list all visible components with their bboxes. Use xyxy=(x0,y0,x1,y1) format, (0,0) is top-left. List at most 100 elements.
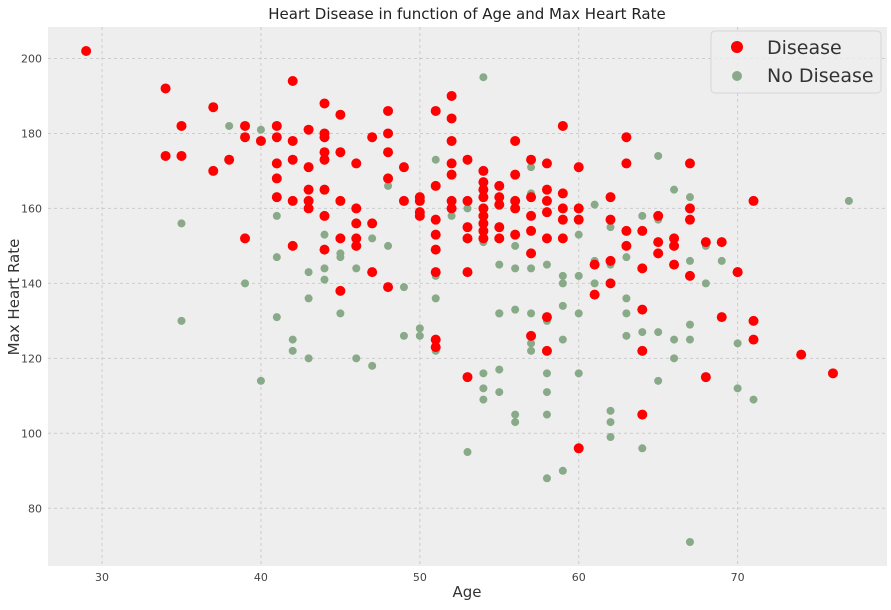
point-no-disease-104 xyxy=(685,193,694,202)
point-no-disease-15 xyxy=(320,264,329,273)
point-no-disease-87 xyxy=(606,418,615,427)
point-no-disease-113 xyxy=(733,339,742,348)
point-disease-146 xyxy=(700,237,711,248)
x-tick-label-40: 40 xyxy=(254,571,268,584)
point-disease-63 xyxy=(430,244,441,255)
legend-marker-disease xyxy=(731,41,743,53)
point-no-disease-28 xyxy=(399,283,408,292)
point-disease-140 xyxy=(669,240,680,251)
point-disease-126 xyxy=(605,278,616,289)
point-no-disease-68 xyxy=(542,388,551,397)
point-disease-5 xyxy=(208,102,219,113)
point-disease-105 xyxy=(541,158,552,169)
point-disease-50 xyxy=(383,147,394,158)
point-disease-19 xyxy=(287,154,298,165)
point-no-disease-51 xyxy=(495,365,504,374)
point-disease-111 xyxy=(541,345,552,356)
x-tick-label-30: 30 xyxy=(95,571,109,584)
point-disease-103 xyxy=(526,248,537,259)
point-disease-72 xyxy=(446,195,457,206)
point-disease-15 xyxy=(271,173,282,184)
x-tick-label-60: 60 xyxy=(572,571,586,584)
point-disease-119 xyxy=(573,214,584,225)
point-no-disease-73 xyxy=(558,279,567,288)
point-disease-123 xyxy=(605,192,616,203)
point-no-disease-29 xyxy=(399,331,408,340)
point-disease-100 xyxy=(526,192,537,203)
point-disease-2 xyxy=(160,150,171,161)
point-disease-22 xyxy=(303,124,314,135)
point-disease-108 xyxy=(541,207,552,218)
point-disease-97 xyxy=(510,203,521,214)
point-no-disease-94 xyxy=(638,328,647,337)
point-disease-48 xyxy=(383,105,394,116)
point-disease-62 xyxy=(430,229,441,240)
point-disease-142 xyxy=(684,158,695,169)
point-disease-113 xyxy=(557,188,568,199)
point-disease-91 xyxy=(494,199,505,210)
y-axis-ticks: 80 100 120 140 160 180 200 xyxy=(21,52,42,515)
point-disease-96 xyxy=(510,195,521,206)
point-disease-141 xyxy=(669,259,680,270)
point-no-disease-61 xyxy=(527,264,536,273)
point-no-disease-49 xyxy=(495,260,504,269)
point-no-disease-90 xyxy=(622,294,631,303)
x-axis-label: Age xyxy=(452,583,481,601)
y-tick-label-180: 180 xyxy=(21,127,42,140)
point-disease-42 xyxy=(351,218,362,229)
point-disease-152 xyxy=(748,195,759,206)
point-disease-60 xyxy=(430,180,441,191)
point-disease-11 xyxy=(255,135,266,146)
point-no-disease-11 xyxy=(304,268,313,277)
legend-marker-no-disease xyxy=(732,71,742,81)
point-disease-29 xyxy=(319,132,330,143)
point-disease-4 xyxy=(176,150,187,161)
point-no-disease-112 xyxy=(717,256,726,265)
point-disease-3 xyxy=(176,120,187,131)
point-disease-122 xyxy=(589,289,600,300)
point-no-disease-75 xyxy=(558,335,567,344)
point-no-disease-99 xyxy=(654,328,663,337)
plot-area xyxy=(48,27,887,566)
point-no-disease-33 xyxy=(431,155,440,164)
point-disease-37 xyxy=(335,195,346,206)
point-disease-66 xyxy=(430,342,441,353)
point-disease-129 xyxy=(621,225,632,236)
point-disease-147 xyxy=(700,372,711,383)
point-disease-54 xyxy=(398,195,409,206)
point-disease-25 xyxy=(303,195,314,206)
point-disease-21 xyxy=(287,240,298,251)
point-disease-134 xyxy=(637,345,648,356)
point-no-disease-30 xyxy=(415,324,424,333)
point-no-disease-35 xyxy=(431,294,440,303)
point-no-disease-65 xyxy=(542,260,551,269)
point-disease-98 xyxy=(510,229,521,240)
point-no-disease-1 xyxy=(177,316,186,325)
point-disease-84 xyxy=(478,203,489,214)
legend: Disease No Disease xyxy=(710,30,882,94)
point-no-disease-31 xyxy=(415,331,424,340)
y-tick-label-100: 100 xyxy=(21,427,42,440)
point-disease-9 xyxy=(240,132,251,143)
point-disease-106 xyxy=(541,184,552,195)
point-no-disease-88 xyxy=(606,433,615,442)
point-disease-41 xyxy=(351,203,362,214)
point-no-disease-91 xyxy=(622,309,631,318)
point-no-disease-102 xyxy=(670,335,679,344)
point-no-disease-26 xyxy=(384,181,393,190)
legend-label-disease: Disease xyxy=(767,37,842,59)
point-no-disease-59 xyxy=(527,163,536,172)
point-disease-92 xyxy=(494,222,505,233)
point-disease-30 xyxy=(319,147,330,158)
point-no-disease-56 xyxy=(511,264,520,273)
point-no-disease-79 xyxy=(574,309,583,318)
point-no-disease-107 xyxy=(685,320,694,329)
point-no-disease-48 xyxy=(479,395,488,404)
point-disease-61 xyxy=(430,214,441,225)
point-disease-120 xyxy=(573,443,584,454)
point-disease-35 xyxy=(335,109,346,120)
point-no-disease-84 xyxy=(606,223,615,232)
point-no-disease-2 xyxy=(225,121,234,130)
